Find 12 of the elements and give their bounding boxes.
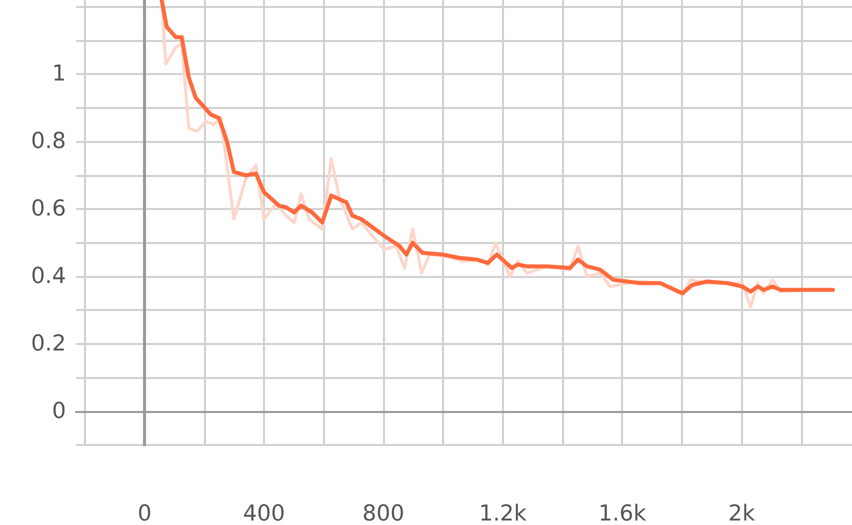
y-tick-label: 0.4 [31, 264, 66, 289]
x-tick-label: 1.2k [478, 502, 527, 525]
y-tick-label: 1 [52, 62, 66, 87]
y-tick-label: 0.2 [31, 331, 66, 356]
y-tick-label: 0.6 [31, 196, 66, 222]
x-tick-label: 0 [138, 502, 152, 525]
y-tick-label: 0.8 [31, 129, 66, 154]
x-tick-label: 800 [362, 502, 404, 525]
x-tick-label: 2k [728, 502, 756, 525]
y-tick-label: 0 [52, 398, 66, 424]
x-tick-label: 1.6k [598, 502, 646, 525]
x-tick-label: 400 [243, 502, 286, 525]
